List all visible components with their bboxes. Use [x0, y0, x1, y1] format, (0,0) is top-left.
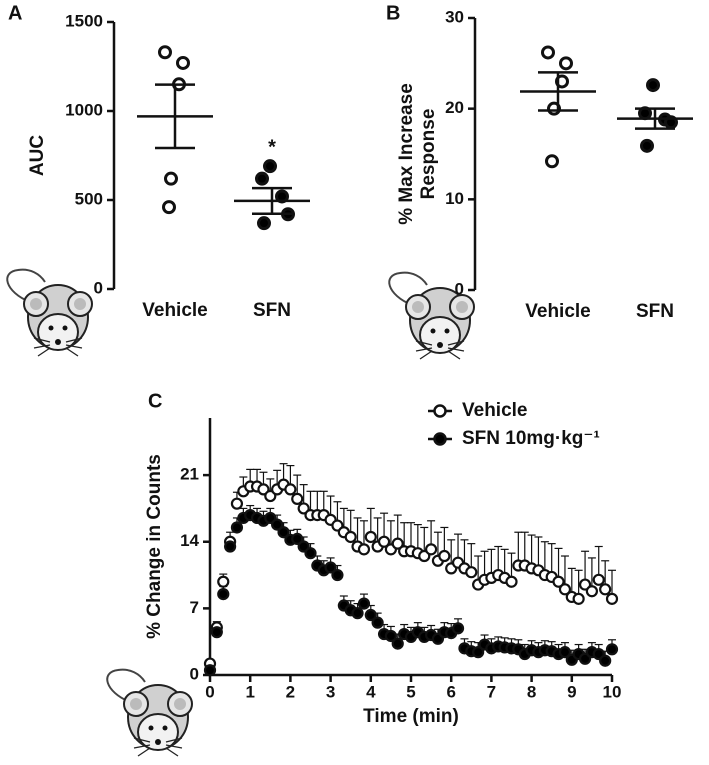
data-point: [364, 530, 377, 544]
data-point: [217, 575, 230, 588]
data-point: [176, 55, 190, 70]
data-point: [605, 592, 619, 605]
data-point: [230, 521, 244, 534]
data-point: [324, 561, 337, 574]
data-point: [271, 518, 284, 531]
y-tick-label: 500: [75, 189, 103, 208]
data-point: [605, 643, 619, 656]
data-point: [158, 45, 172, 60]
legend-marker: [433, 432, 447, 446]
significance-marker: *: [268, 136, 276, 158]
y-axis-label: % Change in Counts: [144, 454, 165, 639]
data-point: [585, 585, 599, 598]
data-point: [545, 154, 559, 169]
data-point: [552, 575, 565, 588]
data-point: [646, 78, 660, 93]
y-tick-label: 0: [94, 278, 103, 297]
y-tick-label: 0: [455, 279, 464, 298]
data-point: [640, 138, 654, 153]
data-point: [558, 583, 572, 596]
data-point: [559, 56, 573, 71]
data-point: [451, 622, 465, 635]
data-point: [558, 646, 572, 659]
y-axis-label: AUC: [27, 135, 48, 176]
data-point: [572, 592, 585, 605]
data-point: [331, 568, 344, 582]
x-tick-label: 9: [567, 682, 576, 701]
data-point: [203, 664, 217, 677]
data-point: [592, 573, 605, 586]
data-point: [371, 616, 384, 629]
x-tick-label: SFN: [253, 300, 291, 321]
data-point: [357, 597, 371, 610]
x-tick-label: 5: [406, 682, 415, 701]
x-tick-label: 1: [245, 682, 254, 701]
x-tick-label: 4: [366, 682, 376, 701]
data-point: [162, 200, 176, 215]
data-point: [344, 530, 357, 544]
data-point: [465, 566, 478, 579]
data-point: [257, 216, 271, 231]
data-point: [472, 646, 485, 659]
data-point: [284, 483, 297, 496]
data-point: [505, 575, 518, 588]
y-tick-label: 7: [190, 598, 199, 617]
x-tick-label: 0: [205, 682, 214, 701]
x-tick-label: Vehicle: [142, 300, 208, 321]
x-tick-label: 2: [286, 682, 295, 701]
y-axis-label: Response: [418, 109, 439, 200]
x-tick-label: 8: [527, 682, 536, 701]
data-point: [377, 535, 391, 548]
data-point: [438, 549, 451, 563]
data-point: [263, 159, 277, 174]
y-tick-label: 21: [180, 465, 199, 484]
x-tick-label: 3: [326, 682, 335, 701]
x-tick-label: SFN: [636, 301, 674, 322]
x-tick-label: 7: [487, 682, 496, 701]
mouse-icon: [106, 668, 193, 757]
y-tick-label: 1000: [65, 100, 103, 119]
x-tick-label: Vehicle: [525, 301, 591, 322]
data-point: [425, 543, 438, 556]
y-axis-label: % Max Increase: [396, 83, 417, 225]
legend-marker: [433, 404, 447, 418]
data-point: [224, 540, 237, 553]
x-axis-label: Time (min): [363, 706, 459, 727]
data-point: [364, 608, 377, 622]
data-point: [217, 587, 230, 601]
y-tick-label: 1500: [65, 11, 103, 30]
data-point: [391, 637, 404, 650]
data-point: [230, 497, 244, 510]
legend-label: Vehicle: [462, 400, 528, 421]
legend-label: SFN 10mg·kg⁻¹: [462, 428, 600, 449]
x-tick-label: 6: [446, 682, 455, 701]
data-point: [291, 492, 304, 506]
data-point: [210, 626, 223, 639]
y-tick-label: 0: [190, 664, 199, 683]
panel-label: C: [148, 390, 162, 412]
mouse-icon: [6, 268, 93, 357]
y-tick-label: 30: [445, 7, 464, 26]
data-point: [357, 543, 371, 556]
data-point: [599, 583, 612, 596]
panel-label: A: [8, 2, 22, 24]
data-point: [164, 171, 178, 186]
x-tick-label: 10: [603, 682, 622, 701]
data-point: [384, 629, 397, 643]
panel-label: B: [386, 2, 400, 24]
data-point: [291, 532, 304, 545]
y-tick-label: 20: [445, 98, 464, 117]
data-point: [304, 547, 317, 560]
data-point: [541, 45, 555, 60]
data-point: [255, 171, 269, 186]
data-point: [391, 537, 404, 550]
y-tick-label: 10: [445, 189, 464, 208]
data-point: [351, 607, 364, 620]
y-tick-label: 14: [180, 531, 199, 550]
data-point: [599, 654, 612, 667]
data-point: [277, 526, 290, 539]
